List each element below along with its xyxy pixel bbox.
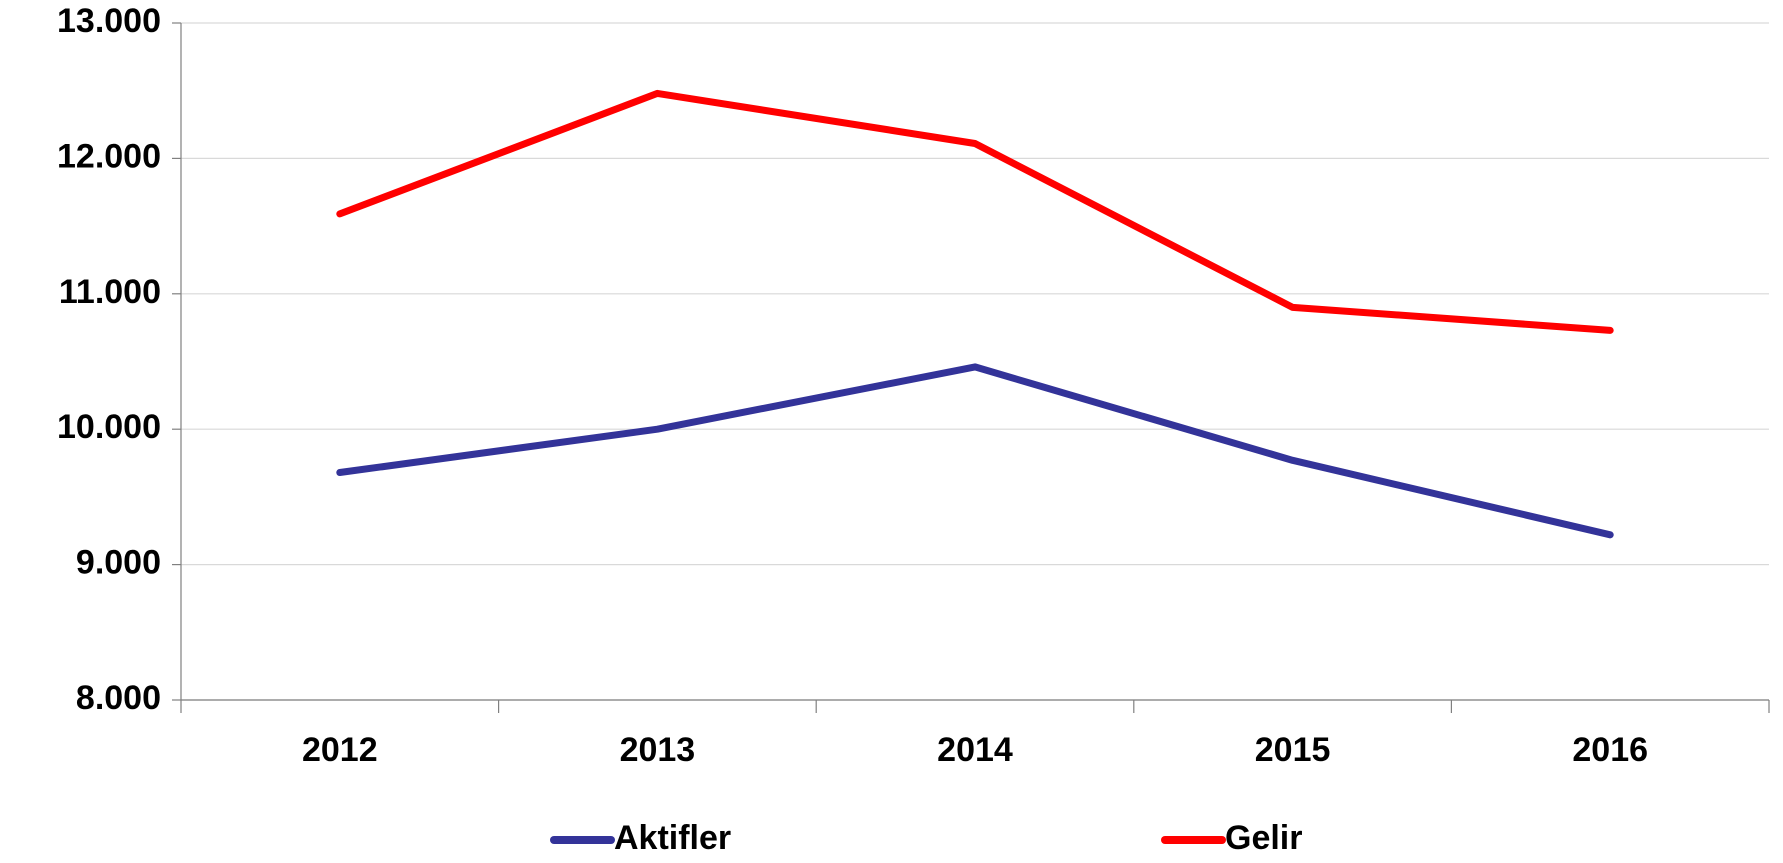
- y-tick-label: 10.000: [57, 408, 161, 446]
- x-tick-label: 2015: [1255, 731, 1331, 769]
- x-tick-label: 2013: [620, 731, 696, 769]
- x-tick-label: 2016: [1572, 731, 1648, 769]
- y-tick-label: 11.000: [59, 273, 161, 311]
- y-tick-label: 13.000: [57, 2, 161, 40]
- data-line: [336, 363, 1614, 539]
- legend-label: Gelir: [1225, 819, 1302, 857]
- y-tick-label: 8.000: [76, 679, 161, 717]
- data-line: [336, 89, 1614, 334]
- y-tick-label: 12.000: [57, 137, 161, 175]
- x-tick-label: 2012: [302, 731, 378, 769]
- legend-label: Aktifler: [614, 819, 731, 857]
- x-tick-label: 2014: [937, 731, 1013, 769]
- y-tick-label: 9.000: [76, 544, 161, 582]
